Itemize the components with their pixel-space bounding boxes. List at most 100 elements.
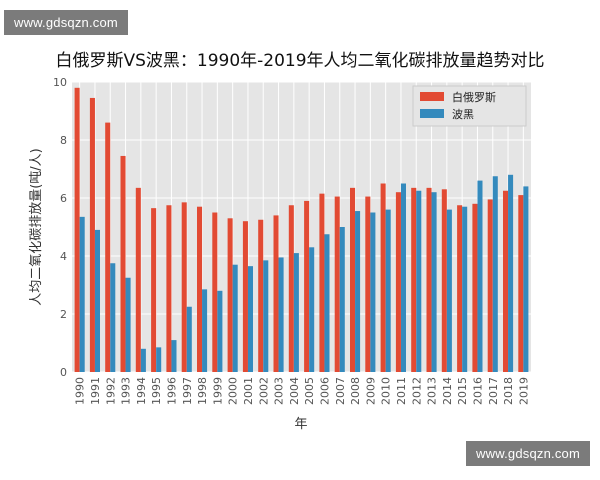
bar-2003-belarus [273, 215, 279, 372]
x-tick-label: 2004 [288, 377, 301, 405]
bar-1999-poland [217, 290, 223, 372]
x-tick-label: 2005 [303, 377, 316, 405]
bar-2010-poland [385, 209, 391, 372]
legend-label-poland: 波黑 [452, 108, 474, 121]
y-tick-labels: 0 2 4 6 8 10 [53, 76, 67, 379]
bar-2011-belarus [395, 192, 401, 372]
legend-label-belarus: 白俄罗斯 [452, 90, 496, 104]
bar-1994-poland [140, 348, 146, 372]
bar-1996-belarus [166, 205, 172, 372]
y-tick-label: 6 [60, 192, 67, 205]
bar-2001-belarus [242, 221, 248, 372]
x-tick-label: 2014 [441, 377, 454, 405]
x-tick-label: 2013 [426, 377, 439, 405]
legend-swatch-poland [420, 109, 444, 118]
x-tick-label: 2019 [517, 377, 530, 405]
bar-2013-poland [431, 192, 437, 372]
bar-1995-belarus [151, 208, 157, 372]
x-tick-label: 2012 [410, 377, 423, 405]
x-tick-label: 2016 [471, 377, 484, 405]
x-tick-label: 2006 [318, 377, 331, 405]
bar-2013-belarus [426, 187, 432, 372]
bar-2007-poland [339, 227, 345, 372]
y-tick-label: 8 [60, 134, 67, 147]
y-axis-label: 人均二氧化碳排放量(吨/人) [29, 148, 44, 306]
chart-title: 白俄罗斯VS波黑：1990年-2019年人均二氧化碳排放量趋势对比 [55, 51, 545, 71]
bar-1998-belarus [197, 206, 203, 372]
x-tick-label: 1996 [165, 377, 178, 405]
bar-2014-belarus [441, 189, 447, 372]
y-tick-label: 4 [60, 250, 67, 263]
bars-group [74, 87, 529, 373]
x-tick-label: 1990 [74, 377, 87, 405]
bar-1993-poland [125, 277, 131, 372]
x-tick-label: 1994 [135, 377, 148, 405]
x-tick-label: 1991 [89, 377, 102, 405]
bar-1990-belarus [74, 87, 80, 373]
bar-1992-poland [110, 263, 116, 372]
bar-1994-belarus [135, 187, 141, 372]
bar-1993-belarus [120, 155, 126, 372]
x-axis-label: 年 [294, 417, 307, 432]
x-tick-label: 1999 [211, 377, 224, 405]
x-tick-labels: 1990 1991 1992 1993 1994 1995 1996 1997 1998 1999… [74, 377, 531, 405]
bar-2015-belarus [457, 205, 463, 372]
bar-2005-poland [309, 247, 315, 372]
bar-1997-belarus [181, 202, 187, 372]
bar-1990-poland [79, 216, 85, 372]
bar-2019-belarus [518, 195, 524, 372]
bar-2006-belarus [319, 193, 325, 372]
x-tick-label: 2007 [334, 377, 347, 405]
x-tick-label: 1993 [120, 377, 133, 405]
bar-2005-belarus [304, 200, 310, 372]
x-tick-label: 2003 [273, 377, 286, 405]
bar-2014-poland [446, 209, 452, 372]
x-tick-label: 2011 [395, 377, 408, 405]
x-tick-label: 2002 [257, 377, 270, 405]
bar-2003-poland [278, 257, 284, 372]
bar-2016-poland [477, 180, 483, 372]
bar-1995-poland [156, 347, 162, 372]
bar-2004-poland [293, 253, 299, 372]
bar-1998-poland [202, 289, 208, 372]
bar-2002-poland [263, 260, 269, 372]
bar-2009-belarus [365, 196, 371, 372]
bar-1991-poland [94, 229, 100, 372]
bar-1991-belarus [89, 97, 95, 372]
bar-2002-belarus [258, 219, 264, 372]
bar-2012-poland [416, 190, 422, 372]
bar-2006-poland [324, 234, 330, 372]
watermark-top: www.gdsqzn.com [4, 10, 128, 35]
bar-2017-belarus [487, 199, 493, 372]
x-tick-label: 2009 [364, 377, 377, 405]
x-tick-label: 2018 [502, 377, 515, 405]
bar-2010-belarus [380, 183, 386, 372]
x-tick-label: 1995 [150, 377, 163, 405]
x-tick-label: 2001 [242, 377, 255, 405]
plot-background [72, 82, 531, 372]
bar-2012-belarus [411, 187, 417, 372]
bar-2019-poland [523, 186, 529, 372]
bar-2004-belarus [288, 205, 294, 372]
y-tick-label: 10 [53, 76, 67, 89]
bar-2016-belarus [472, 203, 478, 372]
bar-2007-belarus [334, 196, 340, 372]
x-tick-label: 1992 [104, 377, 117, 405]
y-tick-label: 0 [60, 366, 67, 379]
bar-2008-poland [355, 211, 361, 372]
bar-1996-poland [171, 340, 177, 372]
x-tick-label: 2017 [487, 377, 500, 405]
x-tick-label: 2010 [380, 377, 393, 405]
y-tick-label: 2 [60, 308, 67, 321]
bar-2018-belarus [503, 190, 509, 372]
x-tick-label: 1997 [181, 377, 194, 405]
bar-2015-poland [462, 206, 468, 372]
legend-swatch-belarus [420, 92, 444, 101]
x-tick-label: 2000 [227, 377, 240, 405]
bar-1997-poland [186, 306, 192, 372]
bar-2011-poland [400, 183, 406, 372]
x-tick-label: 1998 [196, 377, 209, 405]
bar-2000-belarus [227, 218, 233, 372]
